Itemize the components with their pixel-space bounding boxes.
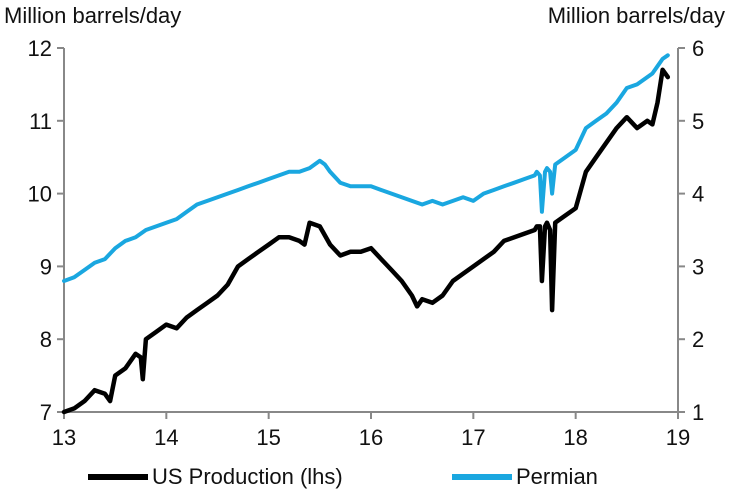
x-tick-label: 19 [666,425,690,450]
y-right-tick-label: 2 [692,327,704,352]
x-tick-label: 13 [52,425,76,450]
legend-label-us-production: US Production (lhs) [152,464,343,489]
y-axis-right-label: Million barrels/day [547,3,725,28]
y-left-tick-label: 10 [28,182,52,207]
x-tick-label: 16 [359,425,383,450]
y-axis-left-ticks: 7 8 9 10 11 12 [28,36,64,425]
y-axis-right-ticks: 1 2 3 4 5 6 [678,36,704,425]
legend-swatch-permian [452,474,512,480]
y-axis-left-label: Million barrels/day [4,3,182,28]
legend-label-permian: Permian [516,464,598,489]
chart-axes [63,48,679,413]
legend-item-permian: Permian [452,464,598,490]
legend-item-us-production: US Production (lhs) [88,464,343,490]
us-production-line [61,67,671,415]
y-left-tick-label: 8 [40,327,52,352]
permian-line [62,53,670,283]
y-right-tick-label: 3 [692,254,704,279]
y-right-tick-label: 6 [692,36,704,61]
x-tick-label: 15 [256,425,280,450]
y-right-tick-label: 4 [692,182,704,207]
y-left-tick-label: 11 [29,109,52,134]
y-right-tick-label: 1 [692,400,704,425]
y-left-tick-label: 7 [40,400,52,425]
y-left-tick-label: 9 [40,254,52,279]
y-left-tick-label: 12 [28,36,52,61]
x-tick-label: 18 [563,425,587,450]
x-tick-label: 14 [154,425,178,450]
legend-swatch-us-production [88,474,148,480]
x-axis-ticks: 13 14 15 16 17 18 19 [52,412,690,450]
x-tick-label: 17 [461,425,485,450]
y-right-tick-label: 5 [692,109,704,134]
